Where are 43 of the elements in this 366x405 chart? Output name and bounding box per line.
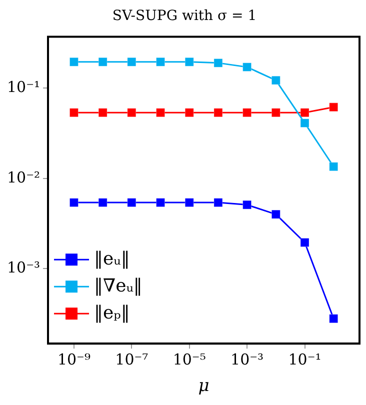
point <box>184 198 194 208</box>
point <box>300 108 310 118</box>
point <box>300 118 310 128</box>
point <box>156 198 166 208</box>
point <box>98 198 108 208</box>
point <box>156 57 166 66</box>
point <box>271 108 280 118</box>
point <box>214 108 223 118</box>
point <box>329 102 338 112</box>
chart-title: SV-SUPG with σ = 1 <box>112 8 257 24</box>
point <box>127 198 136 208</box>
y-tick-label: 10⁻³ <box>6 258 40 277</box>
point <box>242 62 252 72</box>
x-tick-label: 10⁻⁷ <box>115 350 148 368</box>
point <box>127 108 136 118</box>
point <box>156 108 166 118</box>
point <box>127 57 136 66</box>
x-tick-label: 10⁻⁹ <box>57 350 90 368</box>
point <box>184 57 194 66</box>
point <box>69 57 78 66</box>
point <box>242 200 252 210</box>
point <box>329 162 338 172</box>
point <box>98 57 108 66</box>
point <box>214 198 223 208</box>
point <box>300 238 310 247</box>
point <box>69 108 78 118</box>
x-tick-label: 10⁻⁵ <box>172 350 206 368</box>
y-tick-label: 10⁻² <box>6 168 40 186</box>
point <box>329 314 338 324</box>
x-axis-title: μ <box>198 376 210 396</box>
point <box>184 108 194 118</box>
point <box>271 76 280 85</box>
point <box>69 198 78 208</box>
point <box>242 108 252 118</box>
y-tick-label: 10⁻¹ <box>6 78 40 96</box>
point <box>214 58 223 68</box>
point <box>98 108 108 118</box>
legend-label: ‖∇eᵤ‖ <box>94 275 142 296</box>
legend-label: ‖eₚ‖ <box>94 302 130 324</box>
point <box>271 210 280 219</box>
x-tick-label: 10⁻³ <box>230 350 264 368</box>
x-tick-label: 10⁻¹ <box>288 350 322 368</box>
legend-label: ‖eᵤ‖ <box>94 248 130 270</box>
